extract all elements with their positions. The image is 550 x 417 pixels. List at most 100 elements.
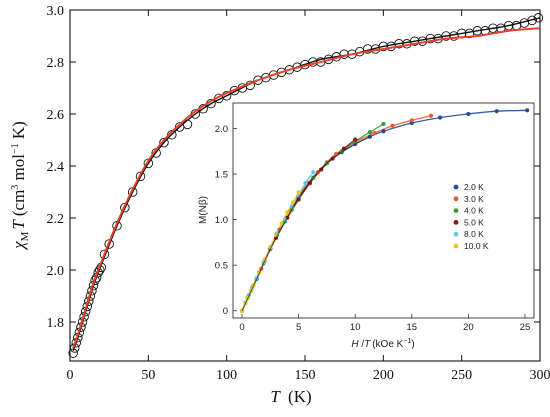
inset-data-point	[303, 181, 308, 186]
data-point	[527, 15, 537, 26]
inset-data-point	[239, 308, 245, 313]
legend-label: 10.0 K	[464, 241, 489, 251]
inset-x-axis-title: H /T (kOe K−1)	[351, 338, 414, 350]
data-point	[167, 130, 177, 140]
data-point	[135, 171, 146, 182]
inset-data-point	[428, 113, 434, 118]
inset-x-axis-t: T	[364, 339, 371, 350]
inset-legend: 2.0 K 3.0 K 4.0 K5.0 K 8.0 K 10.0 K	[453, 182, 489, 251]
y-axis-unit-exp2: −1	[10, 143, 21, 154]
inset-plot-frame	[232, 102, 535, 319]
inset-background	[233, 103, 534, 318]
inset-x-tick-label: 10	[350, 322, 361, 333]
inset-y-tick-label: 1.5	[215, 170, 228, 181]
inset-data-point	[466, 111, 471, 117]
x-tick-label: 50	[141, 368, 155, 383]
fit-line-black	[72, 17, 541, 351]
legend-marker	[453, 243, 459, 249]
inset-y-tick-label: 0.5	[215, 261, 228, 272]
y-axis-subscript: M	[19, 231, 31, 241]
inset-x-tick-label: 20	[463, 322, 474, 333]
legend-marker	[453, 184, 459, 190]
x-axis-title: T (K)	[270, 387, 311, 406]
inset-y-tick-label: 0	[223, 306, 228, 317]
data-point	[68, 348, 78, 358]
inset-x-axis-close: )	[411, 339, 414, 350]
y-axis-unit-exp1: 3	[10, 185, 21, 190]
inset-x-tick-label: 15	[407, 322, 418, 333]
inset-data-point	[409, 118, 414, 123]
legend-label: 4.0 K	[464, 206, 484, 216]
y-tick-label: 3.0	[47, 4, 65, 19]
legend-marker	[453, 208, 459, 214]
data-point	[394, 39, 404, 49]
inset-x-axis-unit: (kOe K	[372, 339, 403, 350]
y-tick-label: 2.2	[47, 212, 65, 227]
y-axis-t: T	[9, 219, 28, 230]
inset-data-point	[372, 130, 377, 136]
data-point	[533, 13, 544, 23]
inset-x-axis-exp: −1	[403, 338, 411, 345]
legend-marker	[453, 220, 459, 225]
inset-y-tick-label: 2.0	[215, 124, 228, 135]
inset-y-axis-title: M(Nβ)	[198, 196, 209, 224]
inset-series	[239, 108, 530, 313]
data-point	[159, 137, 169, 148]
inset-x-tick-label: 0	[239, 322, 244, 333]
inset-data-point	[307, 181, 313, 186]
inset-y-tick-label: 1.0	[215, 215, 228, 226]
inset-data-point	[390, 123, 395, 128]
data-point	[143, 158, 154, 169]
inset-x-tick-label: 5	[296, 322, 301, 333]
y-axis-title: χMT (cm3 mol−1 K)	[9, 121, 31, 251]
inset-data-point	[367, 134, 373, 139]
inset-x-axis-h: H	[351, 339, 359, 350]
y-axis-unit-open: (cm	[9, 190, 28, 216]
inset-data-point	[381, 121, 386, 127]
inset-x-tick-label: 25	[520, 322, 531, 333]
inset-data-point	[353, 137, 358, 142]
data-point	[104, 239, 114, 249]
data-point	[120, 202, 130, 213]
data-point	[362, 44, 373, 54]
legend-label: 8.0 K	[464, 229, 484, 239]
inset-fit-line	[241, 136, 371, 311]
data-point	[182, 119, 193, 130]
data-point	[511, 20, 522, 31]
inset-data-point	[277, 227, 282, 232]
inset-data-point	[279, 221, 284, 226]
x-tick-label: 150	[295, 368, 316, 383]
fit-line-red-top	[72, 27, 541, 349]
y-tick-label: 1.8	[47, 316, 65, 331]
inset-data-point	[290, 200, 296, 205]
inset-data-point	[296, 197, 301, 202]
inset-data-point	[525, 108, 530, 113]
y-tick-label: 2.0	[47, 264, 65, 279]
legend-marker	[453, 196, 459, 202]
x-tick-label: 250	[451, 368, 472, 383]
data-point	[449, 31, 459, 41]
x-axis-symbol: T	[270, 387, 281, 406]
inset-data-point	[381, 129, 386, 134]
inset-data-point	[319, 167, 324, 172]
x-tick-label: 0	[67, 368, 74, 383]
y-axis-chi: χ	[9, 241, 28, 251]
y-tick-label: 2.8	[47, 56, 65, 71]
legend-label: 5.0 K	[464, 217, 484, 227]
y-axis-unit-mid: mol	[9, 154, 28, 185]
y-axis-unit-close: K)	[9, 121, 28, 143]
data-point	[378, 41, 389, 52]
x-tick-label: 100	[216, 368, 237, 383]
inset-data-point	[311, 170, 316, 175]
legend-marker	[453, 231, 459, 237]
legend-label: 2.0 K	[464, 182, 484, 192]
legend-label: 3.0 K	[464, 194, 484, 204]
inset-ticks: 0 5 10 15 20 25 0 0.5 1.0 1.5 2.0	[215, 124, 530, 333]
inset-data-point	[367, 130, 373, 135]
inset-data-point	[282, 217, 288, 222]
inset-data-point	[494, 109, 499, 114]
x-tick-label: 300	[530, 368, 550, 383]
x-tick-label: 200	[373, 368, 394, 383]
y-tick-label: 2.6	[47, 108, 65, 123]
